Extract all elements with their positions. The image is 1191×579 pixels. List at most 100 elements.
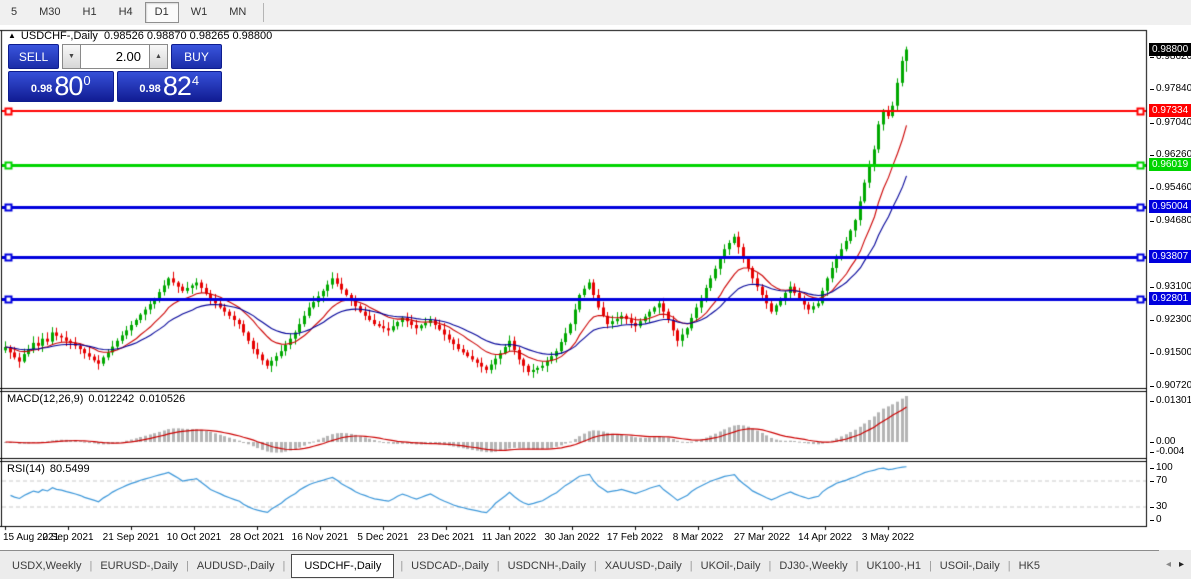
volume-stepper: ▼ ▲ [62, 44, 168, 69]
chart-tab-uk100-h1[interactable]: UK100-,H1 [866, 559, 921, 572]
caret-up-icon: ▲ [155, 53, 162, 60]
tab-separator: | [855, 559, 859, 572]
sell-price-display[interactable]: 0.98 80 0 [8, 71, 114, 102]
chart-tab-usdchf-daily[interactable]: USDCHF-,Daily [291, 553, 395, 578]
level-price-badge: 0.96019 [1149, 158, 1191, 171]
buy-price-big-digits: 82 [162, 71, 192, 101]
timeframe-toolbar: 5 M30 H1 H4 D1 W1 MN [0, 0, 1191, 26]
chart-tab-hk5[interactable]: HK5 [1018, 559, 1040, 572]
scroll-right-icon: ▸ [1178, 559, 1184, 570]
chart-symbol-label: USDCHF-,Daily [20, 30, 98, 42]
date-axis-label: 8 Mar 2022 [672, 532, 724, 543]
macd-axis-min: -0.004 [1150, 446, 1184, 458]
chart-tab-usdcad-daily[interactable]: USDCAD-,Daily [411, 559, 489, 572]
volume-decrease-button[interactable]: ▼ [62, 44, 80, 69]
tab-separator: | [1007, 559, 1011, 572]
tab-separator: | [928, 559, 932, 572]
chart-window: ▲ USDCHF-,Daily 0.98526 0.98870 0.98265 0… [0, 25, 1191, 549]
price-axis-tick: 0.90720 [1150, 380, 1191, 392]
tab-separator: | [689, 559, 693, 572]
sell-price-pipette: 0 [83, 73, 91, 88]
volume-increase-button[interactable]: ▲ [150, 44, 168, 69]
timeframe-button-m30[interactable]: M30 [29, 2, 70, 23]
buy-price-display[interactable]: 0.98 82 4 [116, 71, 222, 102]
price-axis-tick: 0.93100 [1150, 281, 1191, 293]
date-axis-label: 11 Jan 2022 [481, 532, 537, 543]
date-axis-label: 16 Nov 2021 [291, 532, 349, 543]
chart-tab-eurusd-daily[interactable]: EURUSD-,Daily [100, 559, 178, 572]
timeframe-button-w1[interactable]: W1 [181, 2, 218, 23]
volume-input[interactable] [80, 44, 150, 69]
rsi-name: RSI(14) [7, 463, 45, 475]
tab-separator: | [185, 559, 189, 572]
date-axis-label: 2 Sep 2021 [42, 532, 94, 543]
date-axis-label: 28 Oct 2021 [229, 532, 285, 543]
tab-scroll-right-button[interactable]: ▸ [1175, 557, 1188, 572]
date-axis-label: 14 Apr 2022 [798, 532, 852, 543]
timeframe-button-mn[interactable]: MN [219, 2, 256, 23]
price-chart-canvas[interactable] [0, 25, 1148, 549]
chart-ohlc-values: 0.98526 0.98870 0.98265 0.98800 [104, 30, 273, 42]
rsi-axis-tick: 70 [1150, 475, 1167, 487]
level-price-badge: 0.95004 [1149, 200, 1191, 213]
chart-tab-usdcnh-daily[interactable]: USDCNH-,Daily [507, 559, 586, 572]
price-axis-tick: 0.98620 [1150, 51, 1191, 63]
date-axis-label: 30 Jan 2022 [544, 532, 600, 543]
timeframe-button-h1[interactable]: H1 [73, 2, 107, 23]
level-price-badge: 0.97334 [1149, 104, 1191, 117]
buy-button[interactable]: BUY [171, 44, 222, 69]
macd-signal-value: 0.010526 [139, 393, 186, 405]
rsi-axis-tick: 30 [1150, 501, 1167, 513]
macd-name: MACD(12,26,9) [7, 393, 84, 405]
timeframe-button-d1[interactable]: D1 [144, 2, 179, 23]
price-axis-tick: 0.91500 [1150, 347, 1191, 359]
level-price-badge: 0.93807 [1149, 250, 1191, 263]
tab-scroll-left-button[interactable]: ◂ [1162, 557, 1175, 572]
tab-separator: | [400, 559, 404, 572]
rsi-indicator-label: RSI(14) 80.5499 [7, 463, 95, 475]
chart-title: ▲ USDCHF-,Daily 0.98526 0.98870 0.98265 0… [8, 30, 272, 42]
tab-separator: | [89, 559, 93, 572]
macd-indicator-label: MACD(12,26,9) 0.012242 0.010526 [7, 393, 190, 405]
toolbar-separator [263, 3, 265, 22]
scroll-left-icon: ◂ [1165, 559, 1171, 570]
price-axis-tick: 0.95460 [1150, 182, 1191, 194]
timeframe-button-5[interactable]: 5 [1, 2, 27, 23]
price-axis-tick: 0.97840 [1150, 83, 1191, 95]
time-axis[interactable]: 15 Aug 2021 2 Sep 2021 21 Sep 2021 10 Oct 2… [0, 530, 1148, 548]
tab-separator: | [593, 559, 597, 572]
date-axis-label: 15 Aug 2021 [3, 532, 60, 543]
tab-separator: | [282, 559, 286, 572]
price-axis[interactable]: 0.98620 0.97840 0.97040 0.96260 0.95460 0.946… [1148, 25, 1191, 549]
caret-down-icon: ▼ [68, 53, 75, 60]
sell-price-big-digits: 80 [54, 71, 83, 101]
collapse-panel-icon[interactable]: ▲ [8, 31, 16, 40]
date-axis-label: 17 Feb 2022 [606, 532, 664, 543]
date-axis-label: 5 Dec 2021 [357, 532, 409, 543]
chart-tab-audusd-daily[interactable]: AUDUSD-,Daily [196, 559, 275, 572]
chart-tabs: USDX,Weekly | EURUSD-,Daily | AUDUSD-,Daily |… [0, 550, 1191, 579]
timeframe-button-h4[interactable]: H4 [109, 2, 143, 23]
date-axis-label: 3 May 2022 [861, 532, 915, 543]
date-axis-label: 21 Sep 2021 [102, 532, 160, 543]
sell-button[interactable]: SELL [8, 44, 59, 69]
rsi-value: 80.5499 [49, 463, 90, 475]
current-price-badge: 0.98800 [1149, 43, 1191, 56]
chart-tab-ukoil-daily[interactable]: UKOil-,Daily [700, 559, 761, 572]
tab-separator: | [496, 559, 500, 572]
rsi-axis-tick: 100 [1150, 462, 1173, 474]
chart-tab-dj30-weekly[interactable]: DJ30-,Weekly [779, 559, 848, 572]
price-axis-tick: 0.92300 [1150, 314, 1191, 326]
date-axis-label: 27 Mar 2022 [733, 532, 791, 543]
date-axis-label: 10 Oct 2021 [166, 532, 222, 543]
chart-tab-usoil-daily[interactable]: USOil-,Daily [939, 559, 1000, 572]
buy-price-pipette: 4 [191, 73, 200, 88]
macd-axis-max: 0.013015 [1150, 395, 1191, 407]
chart-tab-xauusd-daily[interactable]: XAUUSD-,Daily [604, 559, 682, 572]
chart-tab-usdx-weekly[interactable]: USDX,Weekly [12, 559, 82, 572]
tab-scroll-controls: ◂ ▸ [1158, 550, 1191, 579]
price-axis-tick: 0.97040 [1150, 117, 1191, 129]
date-axis-label: 23 Dec 2021 [417, 532, 475, 543]
